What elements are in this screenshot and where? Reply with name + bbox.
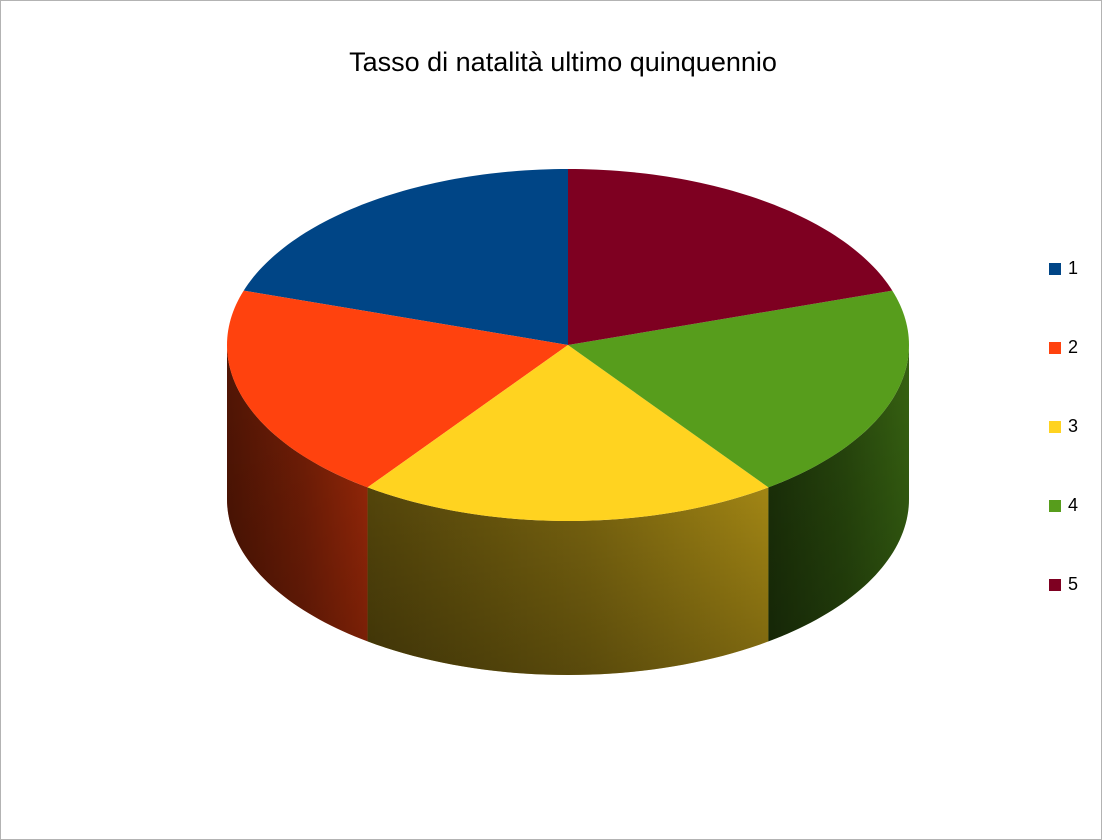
legend-swatch [1049,500,1061,512]
legend-label: 5 [1068,574,1079,594]
pie-slice-side-shade-vertical-4 [768,345,909,642]
legend-label: 1 [1068,258,1079,278]
legend-label: 2 [1068,337,1079,357]
pie-slice-1 [243,169,568,345]
pie-slice-5 [568,169,893,345]
pie-slice-3 [367,345,769,521]
pie-slice-2 [227,290,568,488]
pie-slice-4 [568,290,909,488]
legend-swatch [1049,579,1061,591]
legend-swatch [1049,421,1061,433]
legend-label: 3 [1068,416,1079,436]
legend-swatch [1049,263,1061,275]
pie-slice-side-shade-vertical-3 [367,487,769,675]
legend-label: 4 [1068,495,1079,515]
legend-swatch [1049,342,1061,354]
pie-slice-side-shade-vertical-2 [227,345,368,642]
chart-title: Tasso di natalità ultimo quinquennio [349,47,777,77]
